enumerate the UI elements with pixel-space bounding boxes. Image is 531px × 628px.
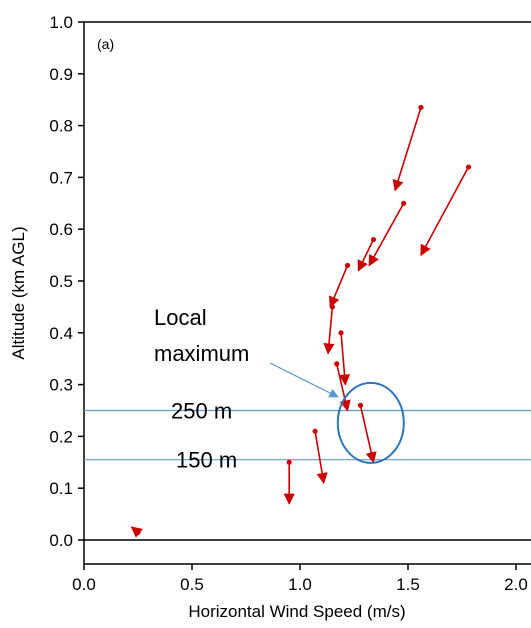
y-axis-title: Altitude (km AGL) bbox=[9, 226, 28, 359]
wind-arrow bbox=[338, 332, 351, 386]
wind-point bbox=[334, 361, 340, 367]
y-tick-label: 0.8 bbox=[49, 117, 73, 136]
local-maximum-circle bbox=[336, 381, 405, 464]
y-tick-label: 0.2 bbox=[49, 427, 73, 446]
wind-arrow bbox=[328, 265, 349, 308]
wind-arrow bbox=[323, 306, 335, 355]
annotation-line-1: Local bbox=[154, 305, 207, 330]
wind-point bbox=[312, 428, 318, 434]
local-maximum-annotation: Local maximum bbox=[154, 305, 405, 464]
annotation-line-2: maximum bbox=[154, 341, 249, 366]
x-tick-label: 0.5 bbox=[180, 575, 204, 594]
y-tick-label: 0.6 bbox=[49, 220, 73, 239]
y-tick-label: 1.0 bbox=[49, 13, 73, 32]
wind-point bbox=[418, 104, 424, 111]
wind-point bbox=[370, 236, 377, 243]
x-tick-label: 2.0 bbox=[504, 575, 528, 594]
x-tick-label: 0.0 bbox=[72, 575, 96, 594]
wind-point bbox=[286, 459, 292, 465]
y-ticks: 0.0 0.1 0.2 0.3 0.4 0.5 0.6 0.7 0.8 0.9 1.0 bbox=[49, 13, 84, 550]
x-axis-title: Horizontal Wind Speed (m/s) bbox=[188, 602, 405, 621]
wind-point bbox=[338, 330, 344, 336]
y-tick-label: 0.3 bbox=[49, 376, 73, 395]
y-tick-label: 0.5 bbox=[49, 272, 73, 291]
wind-arrow bbox=[335, 363, 351, 412]
wind-arrow bbox=[368, 202, 405, 267]
x-tick-label: 1.0 bbox=[288, 575, 312, 594]
y-tick-label: 0.0 bbox=[49, 531, 73, 550]
panel-label: (a) bbox=[97, 36, 114, 52]
wind-arrow bbox=[420, 166, 470, 257]
wind-point bbox=[135, 529, 141, 535]
x-ticks: 0.0 0.5 1.0 1.5 2.0 bbox=[72, 564, 528, 594]
wind-point bbox=[344, 262, 351, 269]
y-tick-label: 0.4 bbox=[49, 324, 73, 343]
wind-arrows bbox=[130, 104, 472, 538]
reference-line-label: 250 m bbox=[171, 399, 232, 424]
wind-arrow bbox=[392, 107, 422, 192]
wind-point bbox=[465, 164, 472, 170]
wind-arrow bbox=[357, 239, 375, 272]
annotation-arrow bbox=[269, 362, 339, 398]
y-tick-label: 0.9 bbox=[49, 65, 73, 84]
y-tick-label: 0.1 bbox=[49, 479, 73, 498]
wind-arrow bbox=[359, 405, 377, 464]
reference-lines: 250 m 150 m bbox=[84, 399, 531, 473]
wind-point bbox=[357, 402, 364, 408]
x-tick-label: 1.5 bbox=[396, 575, 420, 594]
reference-line-label: 150 m bbox=[176, 448, 237, 473]
wind-point bbox=[401, 200, 407, 206]
wind-arrow bbox=[314, 431, 328, 485]
y-tick-label: 0.7 bbox=[49, 168, 73, 187]
